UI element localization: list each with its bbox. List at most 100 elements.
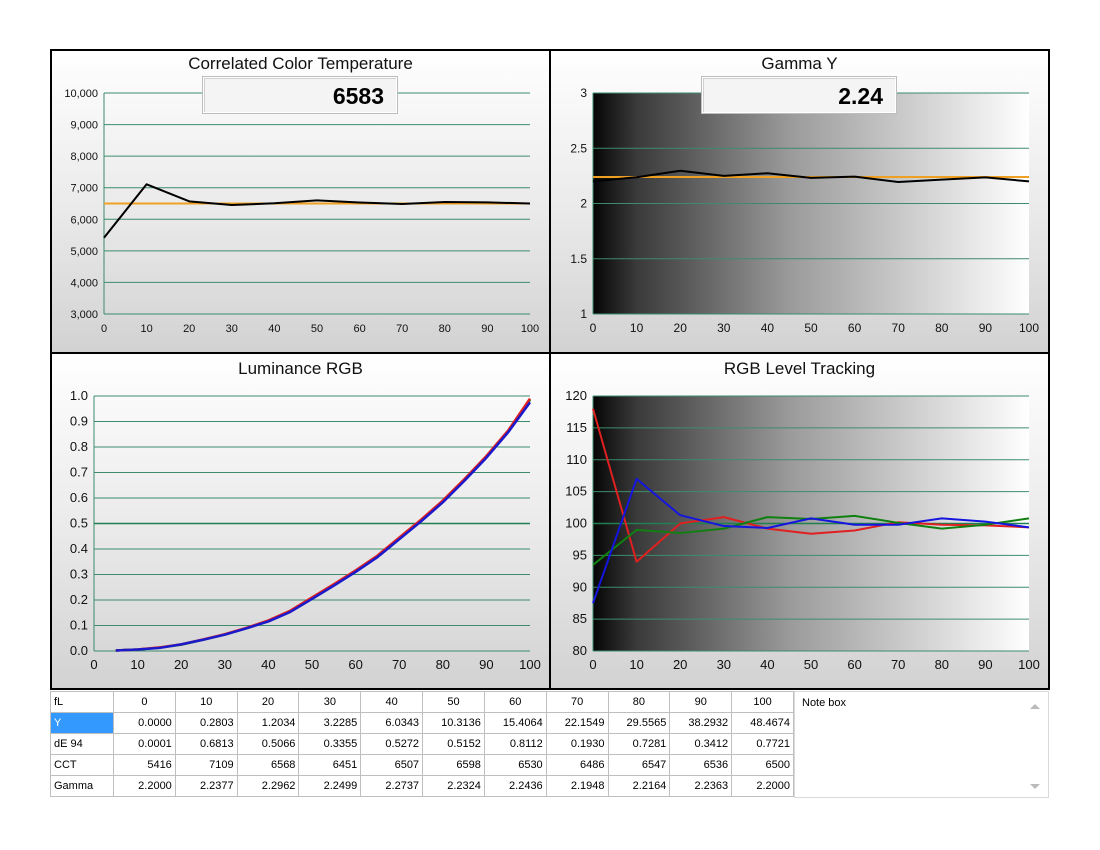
- cct-x-tick-label: 70: [396, 323, 408, 335]
- table-cell: 0.6813: [174, 733, 238, 755]
- rgb-tracking-y-tick-label: 80: [573, 643, 587, 658]
- luminance-y-tick-label: 0.3: [70, 567, 88, 582]
- table-column-header: 0: [113, 691, 176, 713]
- luminance-y-tick-label: 0.4: [70, 541, 88, 556]
- rgb-tracking-chart: 80 85 90 95 100 105 110 115 120 0 10 20 30 40 50 60 70 80…: [565, 388, 1040, 672]
- rgb-tracking-x-tick-label: 0: [589, 657, 596, 672]
- table-cell: 1.2034: [236, 712, 300, 734]
- scroll-down-icon[interactable]: [1030, 784, 1040, 789]
- table-cell: 0.3412: [669, 733, 733, 755]
- table-cell: 6507: [360, 754, 424, 776]
- luminance-y-tick-label: 0.5: [70, 516, 88, 531]
- rgb-tracking-y-tick-label: 90: [573, 579, 587, 594]
- luminance-x-tick-label: 60: [348, 657, 362, 672]
- luminance-y-tick-label: 1.0: [70, 388, 88, 403]
- cct-chart-panel: 3,000 4,000 5,000 6,000 7,000 8,000 9,000 10,00…: [50, 49, 550, 353]
- table-cell: 5416: [113, 754, 176, 776]
- rgb-tracking-y-tick-label: 110: [566, 452, 587, 467]
- table-column-header: 70: [545, 691, 609, 713]
- rgb-tracking-x-tick-label: 40: [760, 657, 774, 672]
- table-cell: 2.1948: [545, 775, 609, 797]
- table-row-label[interactable]: Gamma: [50, 775, 114, 797]
- table-cell: 6451: [298, 754, 362, 776]
- cct-x-tick-label: 90: [481, 323, 493, 335]
- gamma-y-tick-label: 2: [580, 197, 587, 211]
- gamma-x-tick-label: 10: [630, 321, 644, 335]
- table-cell: 15.4064: [483, 712, 547, 734]
- table-row-label[interactable]: dE 94: [50, 733, 114, 755]
- table-cell: 6.0343: [360, 712, 424, 734]
- luminance-y-tick-label: 0.1: [70, 618, 88, 633]
- gamma-chart-title: Gamma Y: [761, 54, 838, 73]
- table-cell: 0.0000: [113, 712, 176, 734]
- luminance-x-tick-label: 10: [130, 657, 144, 672]
- gamma-x-tick-label: 50: [804, 321, 818, 335]
- table-row[interactable]: dE 94 0.0001 0.6813 0.5066 0.3355 0.5272 0.515…: [50, 733, 794, 755]
- table-row[interactable]: CCT 5416 7109 6568 6451 6507 6598 6530 6486 6547 6…: [50, 754, 794, 776]
- luminance-chart-title: Luminance RGB: [238, 359, 363, 378]
- table-column-header: 90: [669, 691, 733, 713]
- cct-x-tick-label: 40: [268, 323, 280, 335]
- cct-x-tick-label: 80: [439, 323, 451, 335]
- note-box[interactable]: Note box: [794, 691, 1049, 798]
- table-row[interactable]: Gamma 2.2000 2.2377 2.2962 2.2499 2.2737 2.232…: [50, 775, 794, 797]
- table-column-header: 10: [174, 691, 238, 713]
- table-cell: 6536: [669, 754, 733, 776]
- table-cell: 2.2363: [669, 775, 733, 797]
- luminance-x-tick-label: 80: [436, 657, 450, 672]
- rgb-tracking-y-tick-label: 115: [566, 420, 587, 435]
- table-row[interactable]: Y 0.0000 0.2803 1.2034 3.2285 6.0343 10.3136 15…: [50, 712, 794, 734]
- table-column-header: 100: [731, 691, 794, 713]
- cct-y-tick-label: 4,000: [70, 277, 98, 289]
- table-column-header: 60: [483, 691, 547, 713]
- luminance-x-tick-label: 90: [479, 657, 493, 672]
- table-cell: 2.2000: [731, 775, 794, 797]
- table-cell: 0.7721: [731, 733, 794, 755]
- rgb-tracking-y-tick-label: 100: [565, 516, 587, 531]
- cct-x-tick-label: 10: [140, 323, 152, 335]
- table-cell: 0.8112: [483, 733, 547, 755]
- gamma-readout: 2.24: [702, 77, 896, 113]
- table-cell: 6500: [731, 754, 794, 776]
- cct-y-tick-label: 9,000: [70, 120, 98, 132]
- table-column-header: 20: [236, 691, 300, 713]
- gamma-y-tick-label: 3: [580, 86, 587, 100]
- cct-x-tick-label: 60: [353, 323, 365, 335]
- cct-y-tick-label: 7,000: [70, 183, 98, 195]
- table-cell: 2.2737: [360, 775, 424, 797]
- gamma-x-tick-label: 70: [892, 321, 906, 335]
- luminance-x-tick-label: 30: [218, 657, 232, 672]
- cct-y-tick-label: 10,000: [64, 88, 98, 100]
- rgb-tracking-x-tick-label: 20: [673, 657, 687, 672]
- rgb-tracking-chart-panel: 80 85 90 95 100 105 110 115 120 0 10 20 30 40 50 60 70 80…: [550, 353, 1050, 690]
- cct-chart-title: Correlated Color Temperature: [188, 54, 413, 73]
- scroll-up-icon[interactable]: [1030, 704, 1040, 709]
- luminance-x-tick-label: 40: [261, 657, 275, 672]
- table-cell: 0.5272: [360, 733, 424, 755]
- cct-x-tick-label: 0: [101, 323, 107, 335]
- cct-x-tick-label: 30: [226, 323, 238, 335]
- cct-y-tick-label: 5,000: [70, 246, 98, 258]
- table-row-label[interactable]: Y: [50, 712, 114, 734]
- table-cell: 6486: [545, 754, 609, 776]
- cct-readout: 6583: [203, 77, 397, 113]
- table-cell: 2.2436: [483, 775, 547, 797]
- gamma-chart-panel: 1 1.5 2 2.5 3 0 10 20 30 40 50 60 70 80 90 100 Gamma Y …: [550, 49, 1050, 353]
- luminance-series-line: [115, 401, 532, 652]
- luminance-x-tick-label: 0: [90, 657, 97, 672]
- luminance-series-line: [115, 397, 532, 652]
- table-row-label[interactable]: CCT: [50, 754, 114, 776]
- table-cell: 0.5066: [236, 733, 300, 755]
- table-cell: 29.5565: [607, 712, 671, 734]
- luminance-y-tick-label: 0.2: [70, 592, 88, 607]
- rgb-tracking-series-line: [592, 408, 1030, 563]
- table-column-header: 40: [360, 691, 424, 713]
- rgb-tracking-y-tick-label: 105: [565, 484, 587, 499]
- gamma-y-tick-label: 1: [580, 307, 587, 321]
- rgb-tracking-y-tick-label: 95: [573, 547, 587, 562]
- luminance-chart: 0.0 0.1 0.2 0.3 0.4 0.5 0.6 0.7 0.8 0.9 1.0 0 10 20 30…: [70, 388, 541, 672]
- table-header-row: fL 0 10 20 30 40 50 60 70 80 90 100: [50, 691, 794, 713]
- luminance-series-line: [115, 399, 532, 652]
- rgb-tracking-x-tick-label: 50: [804, 657, 818, 672]
- luminance-y-tick-label: 0.9: [70, 414, 88, 429]
